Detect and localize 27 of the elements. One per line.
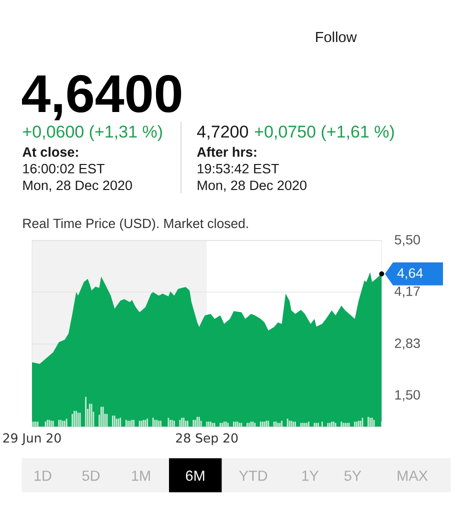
text: 1Y <box>302 470 319 481</box>
y-tick-label: 4,17 <box>394 286 420 298</box>
text: 4,7200 <box>197 126 248 140</box>
y-tick-label: 5,50 <box>394 234 420 246</box>
text: After hrs: <box>197 146 256 157</box>
x-tick-label: 29 Jun 20 <box>3 433 61 446</box>
text: 1M <box>132 470 150 481</box>
text: 16:00:02 EST <box>23 164 104 174</box>
data-label: 4,64 <box>397 268 423 280</box>
text: YTD <box>239 470 268 481</box>
text: Mon, 28 Dec 2020 <box>23 180 132 192</box>
chart-title: 4,6400 <box>22 75 182 120</box>
text: +0,0600 (+1,31 %) <box>23 125 162 142</box>
y-tick-label: 2,83 <box>394 338 420 350</box>
text: +0,0750 (+1,61 %) <box>254 125 394 142</box>
text: At close: <box>22 146 78 157</box>
text: MAX <box>398 470 428 481</box>
text: 5D <box>82 470 100 481</box>
text: Mon, 28 Dec 2020 <box>198 180 306 192</box>
text: 1D <box>34 470 52 481</box>
x-tick-label: 28 Sep 20 <box>176 433 238 446</box>
y-tick-label: 1,50 <box>395 390 420 402</box>
text: 6M <box>186 470 204 481</box>
text: 5Y <box>344 470 362 481</box>
chart-subtitle: Real Time Price (USD). Market closed. <box>23 218 248 231</box>
text: 19:53:42 EST <box>198 164 279 174</box>
text: Follow <box>316 31 357 42</box>
